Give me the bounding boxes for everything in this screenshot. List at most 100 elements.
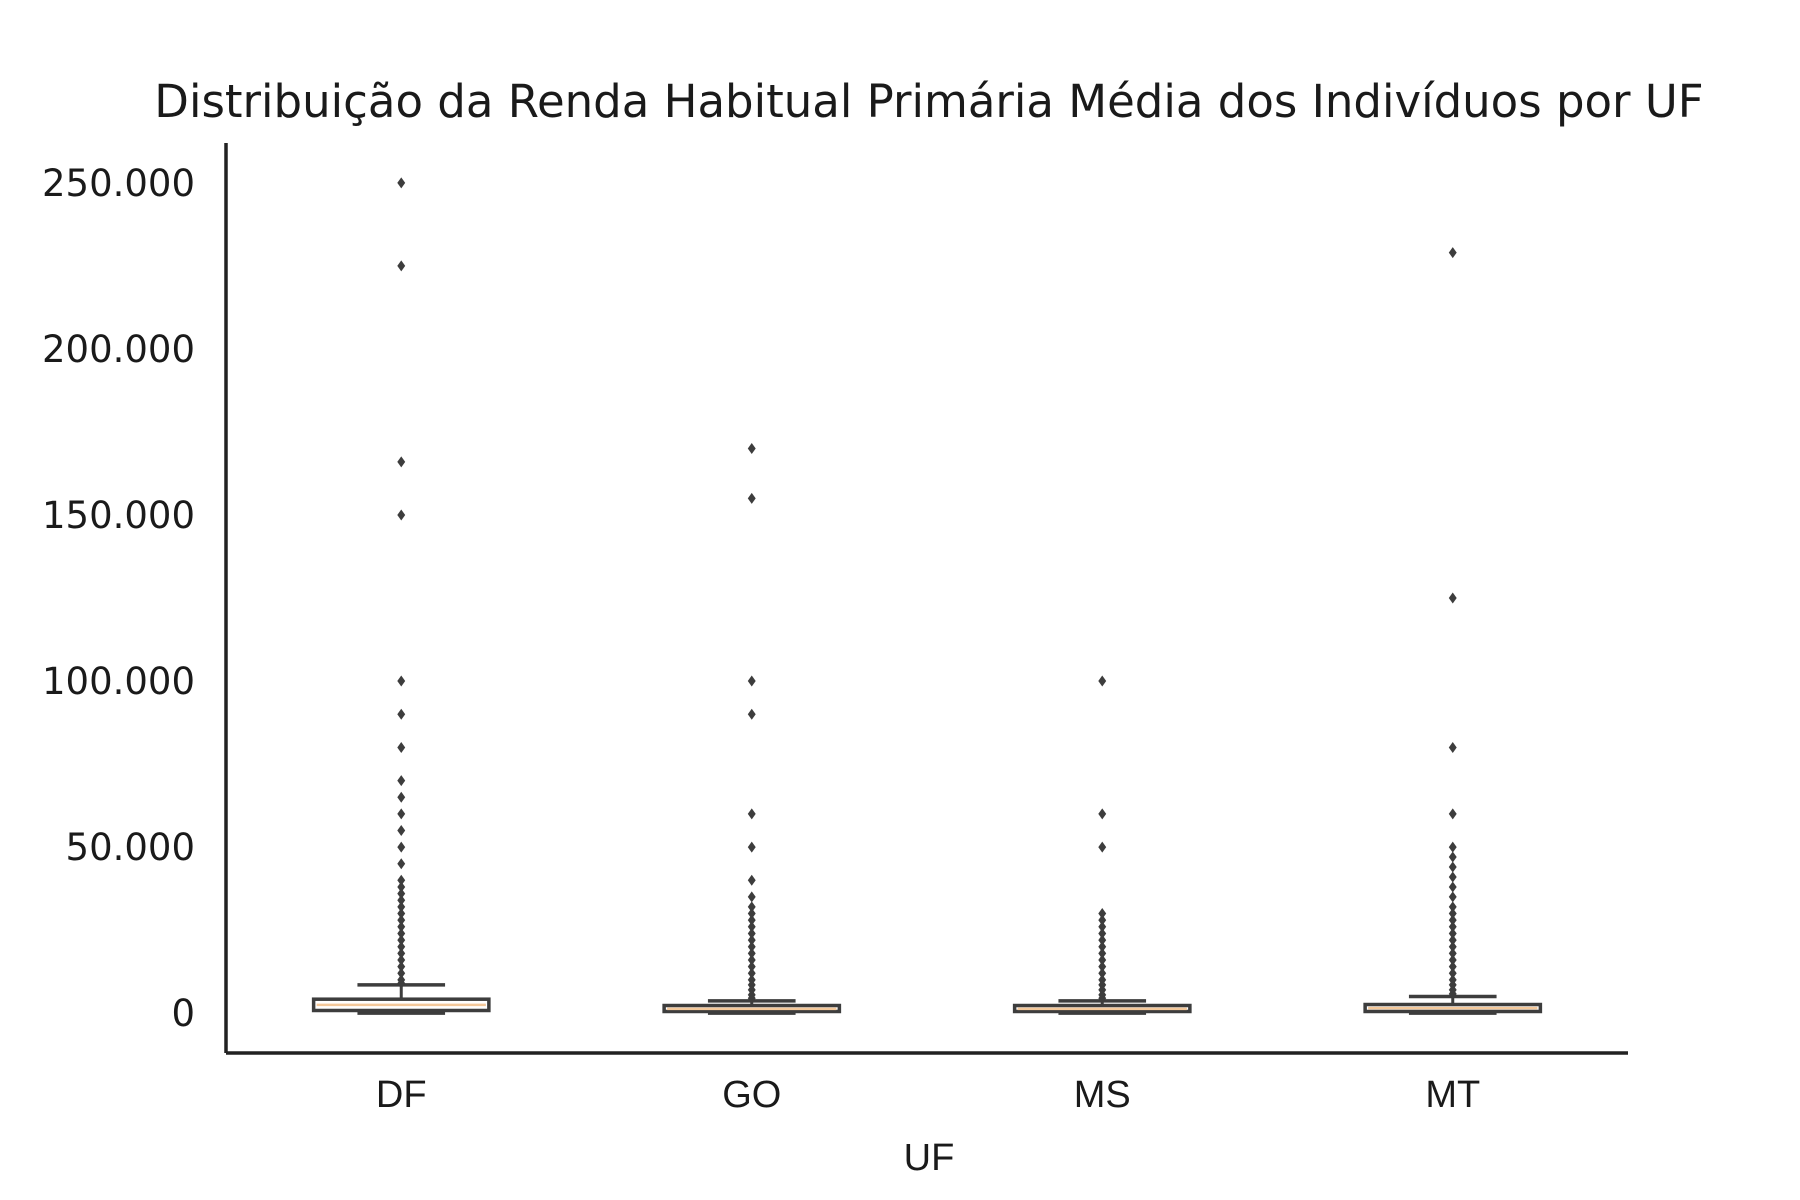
outlier-point [397, 934, 406, 946]
y-tick-label: 150.000 [42, 494, 195, 537]
outlier-point [747, 961, 756, 973]
outlier-point [397, 901, 406, 913]
outlier-point [1098, 992, 1107, 1004]
box-group-mt [1363, 247, 1543, 1015]
outlier-point [747, 708, 756, 720]
y-axis: 0 50.000 100.000 150.000 200.000 250.000 [42, 143, 228, 1053]
outlier-point [397, 858, 406, 870]
outlier-point [397, 824, 406, 836]
outlier-point [397, 908, 406, 920]
outlier-point [1098, 954, 1107, 966]
outlier-point [747, 921, 756, 933]
outlier-point [1448, 967, 1457, 979]
outlier-point [747, 927, 756, 939]
outlier-point [1448, 947, 1457, 959]
outlier-point [1448, 851, 1457, 863]
outlier-point [1448, 741, 1457, 753]
outlier-point [747, 841, 756, 853]
outlier-point [1098, 961, 1107, 973]
outlier-point [1098, 841, 1107, 853]
outlier-point [747, 901, 756, 913]
outlier-point [397, 954, 406, 966]
outlier-point [397, 888, 406, 900]
outlier-point [747, 941, 756, 953]
outlier-point [397, 456, 406, 468]
y-tick-label: 0 [171, 992, 195, 1035]
outlier-point [397, 881, 406, 893]
outlier-point [1448, 927, 1457, 939]
plot-area [311, 177, 1543, 1015]
box-group-ms [1012, 675, 1192, 1015]
outlier-point [397, 894, 406, 906]
chart-title: Distribuição da Renda Habitual Primária … [154, 75, 1703, 128]
outlier-point [397, 509, 406, 521]
outlier-point [747, 954, 756, 966]
outlier-point [1098, 967, 1107, 979]
outlier-point [1448, 914, 1457, 926]
outlier-point [747, 808, 756, 820]
outlier-point [747, 934, 756, 946]
box-group-go [662, 443, 842, 1015]
outlier-point [1098, 947, 1107, 959]
outlier-point [1448, 592, 1457, 604]
outlier-point [1448, 988, 1457, 1000]
y-tick-label: 200.000 [42, 328, 195, 371]
outlier-point [1448, 881, 1457, 893]
x-tick-label: MS [1074, 1074, 1131, 1116]
outlier-point [1098, 908, 1107, 920]
outlier-point [747, 947, 756, 959]
outlier-point [397, 808, 406, 820]
outlier-point [397, 775, 406, 787]
outlier-point [397, 927, 406, 939]
outlier-point [1448, 861, 1457, 873]
outlier-point [1098, 921, 1107, 933]
y-tick-label: 50.000 [66, 826, 195, 869]
outlier-point [747, 874, 756, 886]
outlier-point [1448, 871, 1457, 883]
outlier-point [1098, 934, 1107, 946]
outlier-point [747, 967, 756, 979]
outlier-point [1098, 675, 1107, 687]
outlier-point [1098, 941, 1107, 953]
outlier-point [397, 260, 406, 272]
x-tick-label: MT [1425, 1074, 1480, 1116]
outlier-point [1448, 941, 1457, 953]
outlier-point [397, 947, 406, 959]
outlier-point [1448, 808, 1457, 820]
outlier-point [747, 992, 756, 1004]
x-tick-label: DF [376, 1074, 427, 1116]
outlier-point [397, 675, 406, 687]
outlier-point [397, 977, 406, 989]
outlier-point [397, 941, 406, 953]
outlier-point [1098, 927, 1107, 939]
outlier-point [747, 675, 756, 687]
outlier-point [747, 443, 756, 455]
outlier-point [1448, 891, 1457, 903]
outlier-point [1448, 961, 1457, 973]
outlier-point [397, 791, 406, 803]
outlier-point [1448, 247, 1457, 259]
outlier-point [397, 741, 406, 753]
outlier-point [1448, 901, 1457, 913]
outlier-point [397, 177, 406, 189]
outlier-point [397, 961, 406, 973]
outlier-point [397, 967, 406, 979]
outlier-point [1448, 921, 1457, 933]
y-tick-label: 250.000 [42, 162, 195, 205]
outlier-point [397, 841, 406, 853]
outlier-point [747, 908, 756, 920]
x-tick-label: GO [722, 1074, 781, 1116]
outlier-point [747, 914, 756, 926]
outlier-point [1448, 841, 1457, 853]
outlier-point [397, 874, 406, 886]
outlier-point [1448, 908, 1457, 920]
outlier-point [397, 708, 406, 720]
outlier-point [397, 921, 406, 933]
outlier-point [1448, 934, 1457, 946]
y-tick-label: 100.000 [42, 660, 195, 703]
outlier-point [1098, 808, 1107, 820]
outlier-point [747, 891, 756, 903]
outlier-point [397, 914, 406, 926]
